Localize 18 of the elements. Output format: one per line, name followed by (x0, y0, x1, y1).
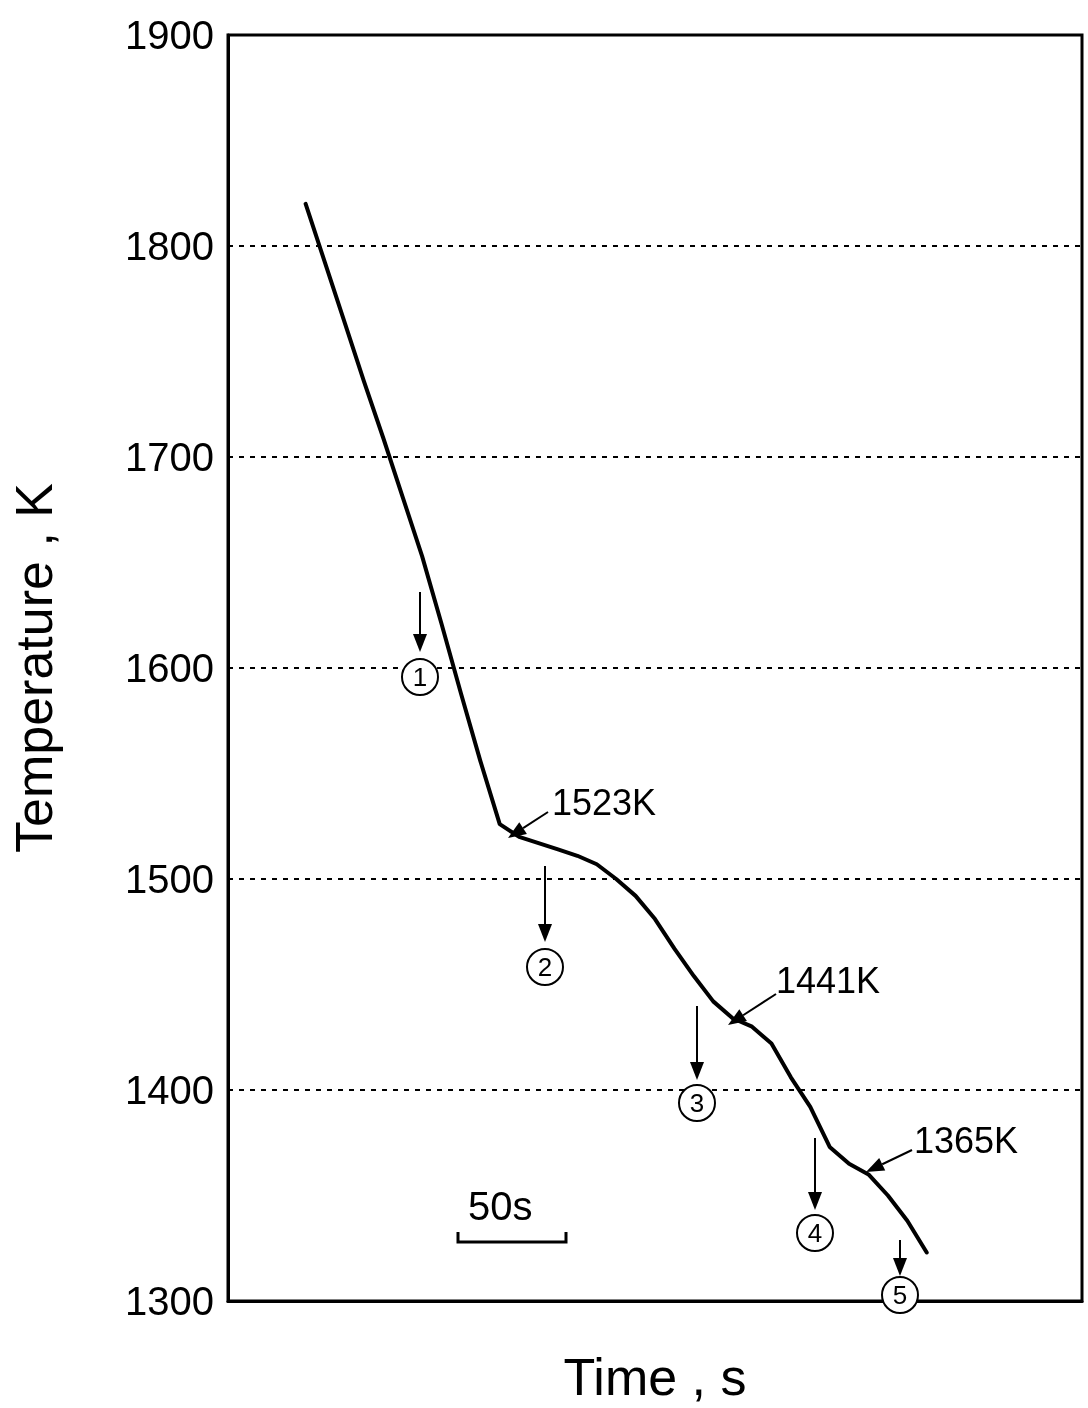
y-tick-label: 1700 (125, 435, 214, 479)
annotation: 5 (881, 1276, 919, 1314)
y-tick-label: 1300 (125, 1279, 214, 1323)
y-tick-label: 1400 (125, 1068, 214, 1112)
annotation: 1365K (914, 1120, 1019, 1162)
annotation: 1441K (776, 960, 881, 1002)
annotation: 1523K (552, 782, 657, 824)
y-tick-label: 1500 (125, 857, 214, 901)
annotation: 2 (526, 948, 564, 986)
annotation: 50s (468, 1184, 533, 1229)
y-tick-label: 1800 (125, 224, 214, 268)
y-tick-label: 1900 (125, 13, 214, 57)
y-axis-title: Temperature , K (5, 482, 63, 853)
y-tick-label: 1600 (125, 646, 214, 690)
x-axis-title: Time , s (563, 1348, 747, 1406)
annotation: 4 (796, 1214, 834, 1252)
annotation: 3 (678, 1084, 716, 1122)
annotation: 1 (401, 658, 439, 696)
